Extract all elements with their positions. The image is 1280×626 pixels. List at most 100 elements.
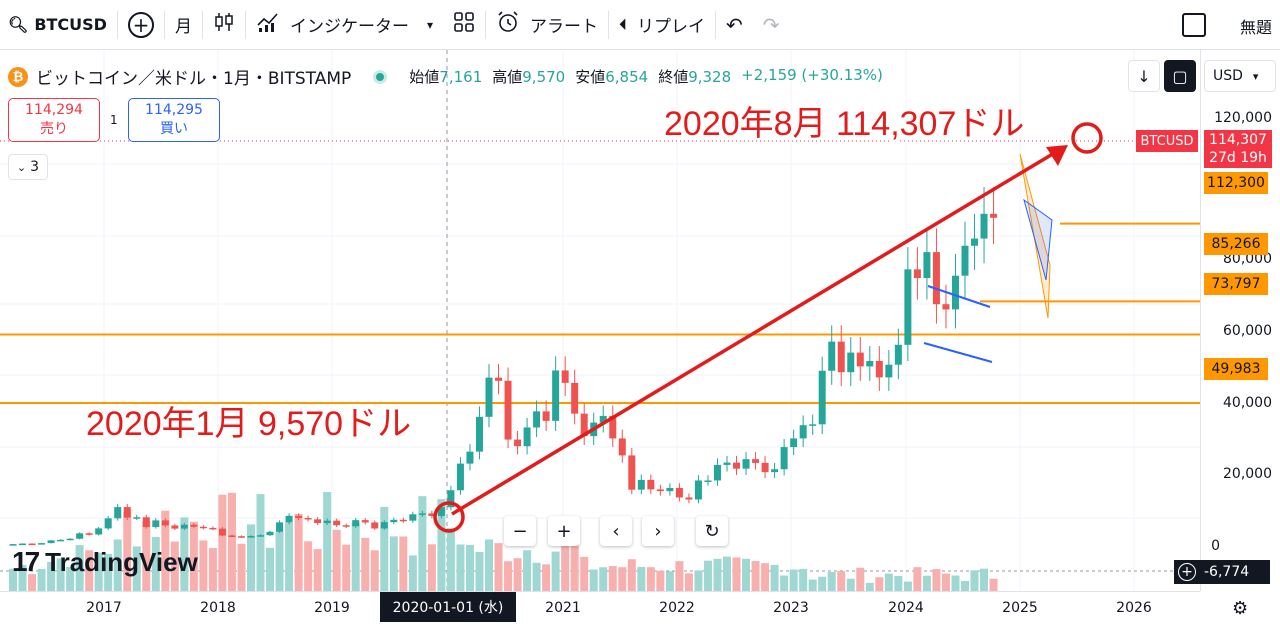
- volume-bar: [408, 555, 417, 591]
- volume-bar: [884, 573, 893, 591]
- buy-button[interactable]: 114,295 買い: [128, 98, 220, 142]
- alert-button[interactable]: アラート: [486, 0, 608, 50]
- volume-bar: [941, 573, 950, 591]
- volume-bar: [465, 544, 474, 591]
- minus-icon: −: [512, 520, 528, 542]
- layout-box-icon[interactable]: [1182, 13, 1206, 37]
- indicators-label: インジケーター: [289, 17, 409, 37]
- volume-bar: [922, 575, 931, 591]
- candle-body: [847, 352, 855, 373]
- gear-icon[interactable]: ⚙︎: [1232, 598, 1249, 619]
- fullscreen-button[interactable]: ▢: [1164, 60, 1196, 92]
- scroll-right-button[interactable]: ›: [642, 516, 674, 546]
- candle-body: [380, 522, 388, 529]
- trend-arrow: [451, 150, 1057, 516]
- volume-bar: [342, 544, 351, 591]
- sell-button[interactable]: 114,294 売り: [8, 98, 100, 142]
- indicators-collapse-button[interactable]: ⌄ 3: [8, 154, 48, 180]
- volume-bar: [161, 510, 170, 591]
- legend-title[interactable]: ビットコイン／米ドル・1月・BITSTAMP: [36, 69, 352, 89]
- plus-icon[interactable]: +: [1178, 563, 1196, 581]
- candle-body: [523, 427, 531, 447]
- zoom-out-button[interactable]: −: [504, 516, 536, 546]
- volume-bars: [9, 492, 998, 591]
- tradingview-logo-icon: 17: [12, 546, 40, 577]
- candle-body: [190, 524, 198, 527]
- currency-label: USD: [1213, 68, 1243, 84]
- candle-body: [180, 524, 188, 529]
- zoom-in-button[interactable]: +: [548, 516, 580, 546]
- volume-bar: [304, 541, 313, 591]
- volume-bar: [523, 550, 532, 591]
- candle-body: [266, 531, 274, 536]
- replay-button[interactable]: ⏴︎ リプレイ: [609, 0, 715, 50]
- candle-body: [19, 543, 27, 546]
- candle-body: [951, 275, 959, 310]
- undo-button[interactable]: ↶: [716, 0, 753, 50]
- volume-bar: [437, 499, 446, 591]
- volume-bar: [351, 522, 360, 591]
- time-axis[interactable]: 2017 2018 2019 2021 2022 2023 2024 2025 …: [0, 591, 1200, 626]
- tradingview-watermark[interactable]: 17 TradingView: [12, 546, 198, 578]
- candle-body: [285, 515, 293, 523]
- layout-name[interactable]: 無題: [1239, 18, 1272, 37]
- candle-body: [504, 380, 512, 440]
- interval-button[interactable]: 月: [165, 0, 202, 50]
- currency-selector[interactable]: USD ▾: [1204, 60, 1276, 92]
- level-label: 49,983: [1204, 358, 1268, 380]
- candle-body: [218, 528, 226, 536]
- divider: [201, 10, 203, 39]
- volume-bar: [456, 544, 465, 591]
- candle-body: [437, 507, 445, 516]
- volume-bar: [875, 577, 884, 591]
- volume-bar: [723, 556, 731, 591]
- channel-line: [927, 285, 991, 308]
- annotation-aug-2020: 2020年8月 114,307ドル: [664, 105, 1025, 143]
- volume-bar: [665, 571, 674, 591]
- candle-body: [713, 464, 721, 481]
- candle-body: [942, 304, 950, 310]
- candle-body: [656, 489, 664, 492]
- volume-bar: [323, 492, 332, 591]
- chart-type-button[interactable]: [203, 0, 245, 50]
- volume-bar: [237, 543, 246, 591]
- volume-bar: [504, 561, 513, 591]
- reset-chart-button[interactable]: ↻: [696, 516, 728, 546]
- candle-body: [228, 535, 236, 537]
- volume-bar: [28, 574, 37, 591]
- volume-bar: [208, 547, 217, 591]
- candle-body: [304, 517, 312, 520]
- ohlc-values: 始値7,161 高値9,570 安値6,854 終値9,328 +2,159 (…: [409, 66, 883, 87]
- redo-button[interactable]: ↷: [753, 0, 790, 50]
- candle-body: [628, 455, 636, 490]
- compare-button[interactable]: +: [118, 0, 164, 50]
- volume-bar: [846, 578, 855, 591]
- volume-bar: [618, 567, 627, 591]
- volume-bar: [894, 575, 903, 591]
- volume-bar: [580, 556, 589, 591]
- volume-bar: [294, 513, 303, 591]
- candle-body: [276, 522, 284, 532]
- divider: [244, 10, 246, 39]
- candle-body: [428, 513, 436, 516]
- scroll-to-latest-button[interactable]: ↓: [1128, 60, 1160, 92]
- indicators-button[interactable]: インジケーター ▾: [246, 0, 443, 50]
- volume-bar: [675, 561, 684, 591]
- annotation-jan-2020: 2020年1月 9,570ドル: [86, 405, 412, 443]
- volume-bar: [932, 569, 941, 591]
- symbol-search[interactable]: 🔍︎ BTCUSD: [0, 0, 117, 50]
- candle-body: [666, 487, 674, 492]
- layouts-button[interactable]: [443, 0, 485, 50]
- chevron-down-icon: ▾: [426, 17, 433, 32]
- chevron-down-icon: ⌄: [16, 160, 27, 174]
- scroll-left-button[interactable]: ‹: [600, 516, 632, 546]
- volume-bar: [370, 550, 379, 591]
- volume-bar: [266, 547, 275, 591]
- candle-body: [38, 543, 46, 545]
- volume-bar: [656, 570, 665, 591]
- candle-body: [257, 535, 265, 537]
- candle-body: [542, 411, 550, 421]
- candle-body: [837, 341, 845, 373]
- candle-body: [314, 519, 322, 524]
- volume-bar: [818, 576, 827, 591]
